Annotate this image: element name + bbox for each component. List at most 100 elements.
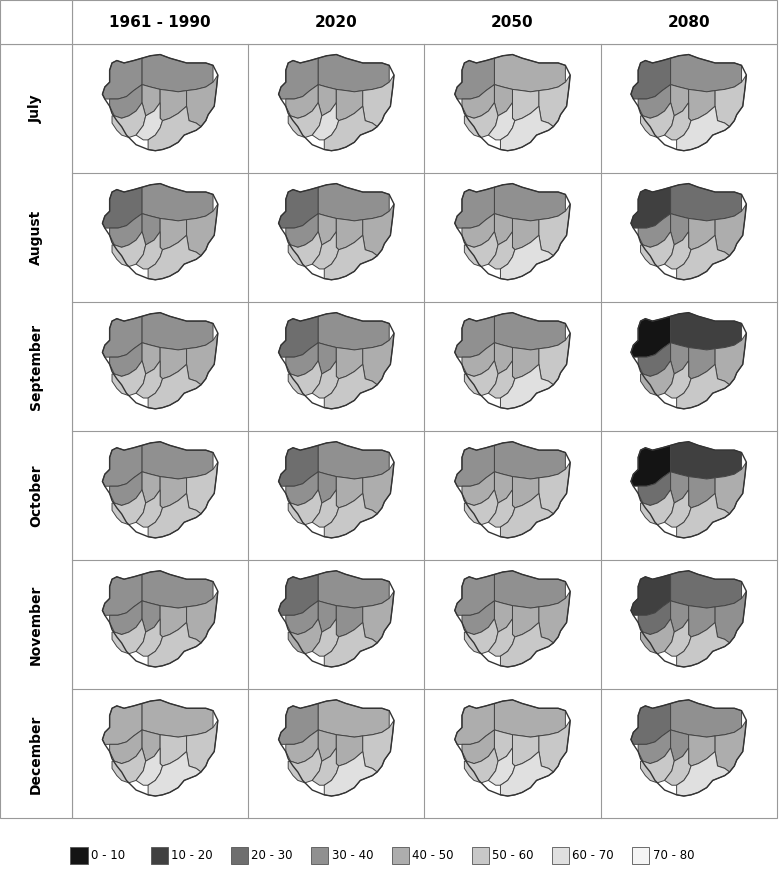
Polygon shape — [631, 574, 670, 616]
Polygon shape — [160, 89, 186, 121]
Polygon shape — [148, 235, 201, 280]
Bar — [70, 847, 88, 864]
Polygon shape — [539, 204, 570, 256]
Polygon shape — [539, 721, 570, 772]
Polygon shape — [677, 751, 730, 796]
Text: September: September — [29, 324, 43, 410]
Polygon shape — [312, 232, 339, 269]
Polygon shape — [670, 213, 689, 245]
Polygon shape — [638, 472, 670, 505]
Polygon shape — [136, 619, 163, 656]
Polygon shape — [318, 571, 389, 608]
Polygon shape — [279, 58, 318, 99]
Polygon shape — [110, 472, 142, 505]
Polygon shape — [363, 591, 394, 643]
Polygon shape — [513, 735, 539, 766]
Polygon shape — [142, 183, 213, 220]
Polygon shape — [464, 102, 498, 138]
Polygon shape — [494, 472, 513, 503]
Polygon shape — [136, 102, 163, 140]
Polygon shape — [324, 106, 377, 151]
Polygon shape — [148, 493, 201, 538]
Polygon shape — [631, 317, 670, 357]
Polygon shape — [489, 748, 515, 785]
Text: August: August — [29, 210, 43, 265]
Polygon shape — [363, 721, 394, 772]
Polygon shape — [689, 348, 715, 378]
Polygon shape — [318, 213, 337, 245]
Polygon shape — [136, 361, 163, 398]
Polygon shape — [286, 472, 318, 505]
Polygon shape — [494, 699, 565, 737]
Bar — [312, 847, 329, 864]
Polygon shape — [110, 343, 142, 377]
Polygon shape — [500, 106, 554, 151]
Polygon shape — [455, 704, 494, 744]
Polygon shape — [670, 699, 742, 737]
Polygon shape — [148, 364, 201, 409]
Polygon shape — [288, 232, 322, 266]
Polygon shape — [103, 58, 142, 99]
Text: 0 - 10: 0 - 10 — [91, 848, 125, 862]
Polygon shape — [318, 472, 337, 503]
Polygon shape — [363, 75, 394, 127]
Polygon shape — [112, 748, 146, 783]
Polygon shape — [288, 361, 322, 396]
Text: 2080: 2080 — [667, 14, 710, 30]
Polygon shape — [337, 89, 363, 121]
Polygon shape — [462, 213, 494, 247]
Polygon shape — [136, 490, 163, 527]
Polygon shape — [539, 75, 570, 127]
Polygon shape — [640, 748, 674, 783]
Polygon shape — [286, 730, 318, 764]
Bar — [72, 0, 777, 44]
Polygon shape — [142, 312, 213, 350]
Polygon shape — [489, 361, 515, 398]
Polygon shape — [160, 606, 186, 637]
Polygon shape — [640, 232, 674, 266]
Polygon shape — [677, 493, 730, 538]
Polygon shape — [337, 735, 363, 766]
Polygon shape — [638, 85, 670, 118]
Polygon shape — [279, 317, 318, 357]
Polygon shape — [288, 748, 322, 783]
Polygon shape — [142, 442, 213, 479]
Text: 20 - 30: 20 - 30 — [251, 848, 293, 862]
Bar — [231, 847, 248, 864]
Polygon shape — [464, 232, 498, 266]
Polygon shape — [689, 735, 715, 766]
Polygon shape — [318, 85, 337, 116]
Polygon shape — [494, 85, 513, 116]
Polygon shape — [513, 476, 539, 508]
Polygon shape — [279, 574, 318, 616]
Polygon shape — [160, 476, 186, 508]
Polygon shape — [363, 204, 394, 256]
Polygon shape — [715, 591, 746, 643]
Polygon shape — [494, 601, 513, 632]
Polygon shape — [337, 219, 363, 250]
Polygon shape — [689, 606, 715, 637]
Polygon shape — [142, 730, 161, 761]
Polygon shape — [318, 601, 337, 632]
Polygon shape — [337, 476, 363, 508]
Polygon shape — [665, 490, 691, 527]
Polygon shape — [112, 490, 146, 525]
Polygon shape — [677, 364, 730, 409]
Polygon shape — [160, 219, 186, 250]
Bar — [472, 847, 489, 864]
Polygon shape — [670, 472, 689, 503]
Polygon shape — [148, 751, 201, 796]
Polygon shape — [110, 85, 142, 118]
Polygon shape — [112, 361, 146, 396]
Bar — [633, 847, 649, 864]
Polygon shape — [494, 571, 565, 608]
Polygon shape — [186, 204, 218, 256]
Polygon shape — [286, 343, 318, 377]
Bar — [150, 847, 168, 864]
Polygon shape — [286, 85, 318, 118]
Polygon shape — [142, 343, 160, 374]
Polygon shape — [677, 106, 730, 151]
Polygon shape — [363, 333, 394, 385]
Polygon shape — [489, 232, 515, 269]
Polygon shape — [455, 445, 494, 486]
